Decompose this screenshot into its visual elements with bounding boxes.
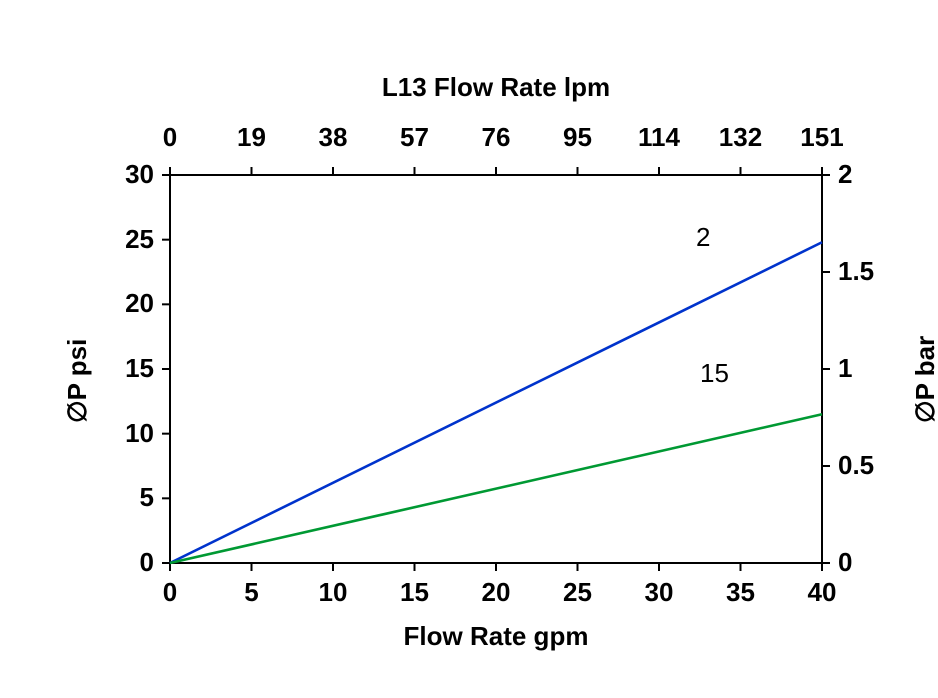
- right-tick-0.5: 0.5: [838, 450, 902, 481]
- series-label-2: 2: [696, 222, 710, 253]
- bottom-tick-10: 10: [293, 577, 373, 608]
- top-tick-0: 0: [130, 122, 210, 153]
- top-tick-19: 19: [212, 122, 292, 153]
- series-label-15: 15: [700, 358, 729, 389]
- bottom-tick-40: 40: [782, 577, 862, 608]
- left-tick-20: 20: [90, 288, 154, 319]
- left-tick-30: 30: [90, 159, 154, 190]
- top-axis-title: L13 Flow Rate lpm: [170, 72, 822, 103]
- bottom-axis-title: Flow Rate gpm: [170, 621, 822, 652]
- right-tick-2: 2: [838, 159, 902, 190]
- left-tick-25: 25: [90, 224, 154, 255]
- left-axis-title: ∅P psi: [62, 339, 93, 423]
- right-tick-1.5: 1.5: [838, 256, 902, 287]
- chart-container: L13 Flow Rate lpm01938577695114132151051…: [0, 0, 938, 698]
- top-tick-151: 151: [782, 122, 862, 153]
- bottom-tick-30: 30: [619, 577, 699, 608]
- left-tick-0: 0: [90, 547, 154, 578]
- left-tick-10: 10: [90, 418, 154, 449]
- top-tick-76: 76: [456, 122, 536, 153]
- bottom-tick-35: 35: [701, 577, 781, 608]
- left-tick-5: 5: [90, 482, 154, 513]
- top-tick-95: 95: [538, 122, 618, 153]
- left-tick-15: 15: [90, 353, 154, 384]
- bottom-tick-20: 20: [456, 577, 536, 608]
- bottom-tick-25: 25: [538, 577, 618, 608]
- bottom-tick-5: 5: [212, 577, 292, 608]
- top-tick-114: 114: [619, 122, 699, 153]
- top-tick-132: 132: [701, 122, 781, 153]
- bottom-tick-0: 0: [130, 577, 210, 608]
- right-axis-title: ∅P bar: [910, 336, 938, 423]
- top-tick-57: 57: [375, 122, 455, 153]
- right-tick-1: 1: [838, 353, 902, 384]
- right-tick-0: 0: [838, 547, 902, 578]
- bottom-tick-15: 15: [375, 577, 455, 608]
- top-tick-38: 38: [293, 122, 373, 153]
